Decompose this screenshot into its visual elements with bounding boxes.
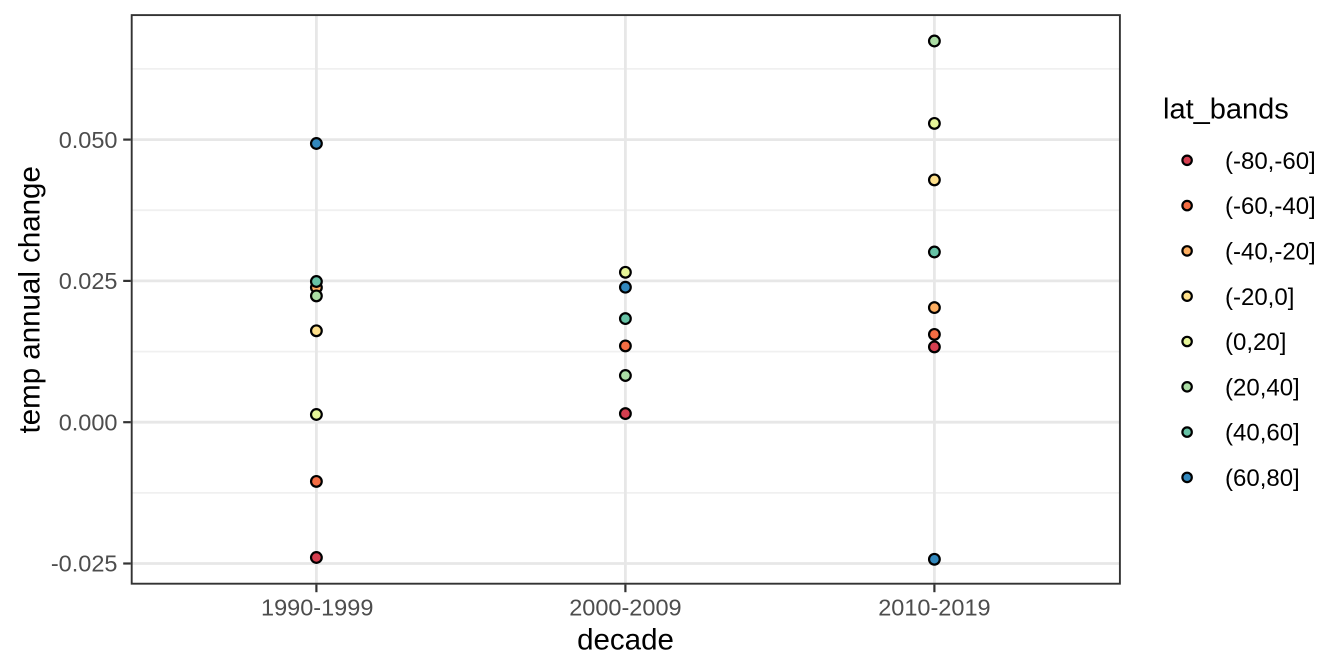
svg-text:(-80,-60]: (-80,-60] bbox=[1225, 148, 1316, 175]
svg-text:(-40,-20]: (-40,-20] bbox=[1225, 239, 1316, 266]
svg-text:(60,80]: (60,80] bbox=[1225, 465, 1300, 492]
svg-text:(-20,0]: (-20,0] bbox=[1225, 284, 1294, 311]
svg-text:(0,20]: (0,20] bbox=[1225, 329, 1286, 356]
svg-text:2000-2009: 2000-2009 bbox=[569, 595, 681, 621]
svg-text:lat_bands: lat_bands bbox=[1163, 94, 1289, 126]
svg-text:decade: decade bbox=[577, 624, 674, 657]
svg-text:0.050: 0.050 bbox=[59, 127, 118, 153]
svg-text:(20,40]: (20,40] bbox=[1225, 374, 1300, 401]
svg-text:temp annual change: temp annual change bbox=[14, 166, 47, 433]
svg-text:0.000: 0.000 bbox=[59, 409, 118, 435]
svg-text:0.025: 0.025 bbox=[59, 268, 118, 294]
svg-text:2010-2019: 2010-2019 bbox=[878, 595, 990, 621]
svg-text:-0.025: -0.025 bbox=[51, 551, 118, 577]
svg-text:(-60,-40]: (-60,-40] bbox=[1225, 193, 1316, 220]
svg-text:(40,60]: (40,60] bbox=[1225, 420, 1300, 447]
svg-text:1990-1999: 1990-1999 bbox=[261, 595, 373, 621]
